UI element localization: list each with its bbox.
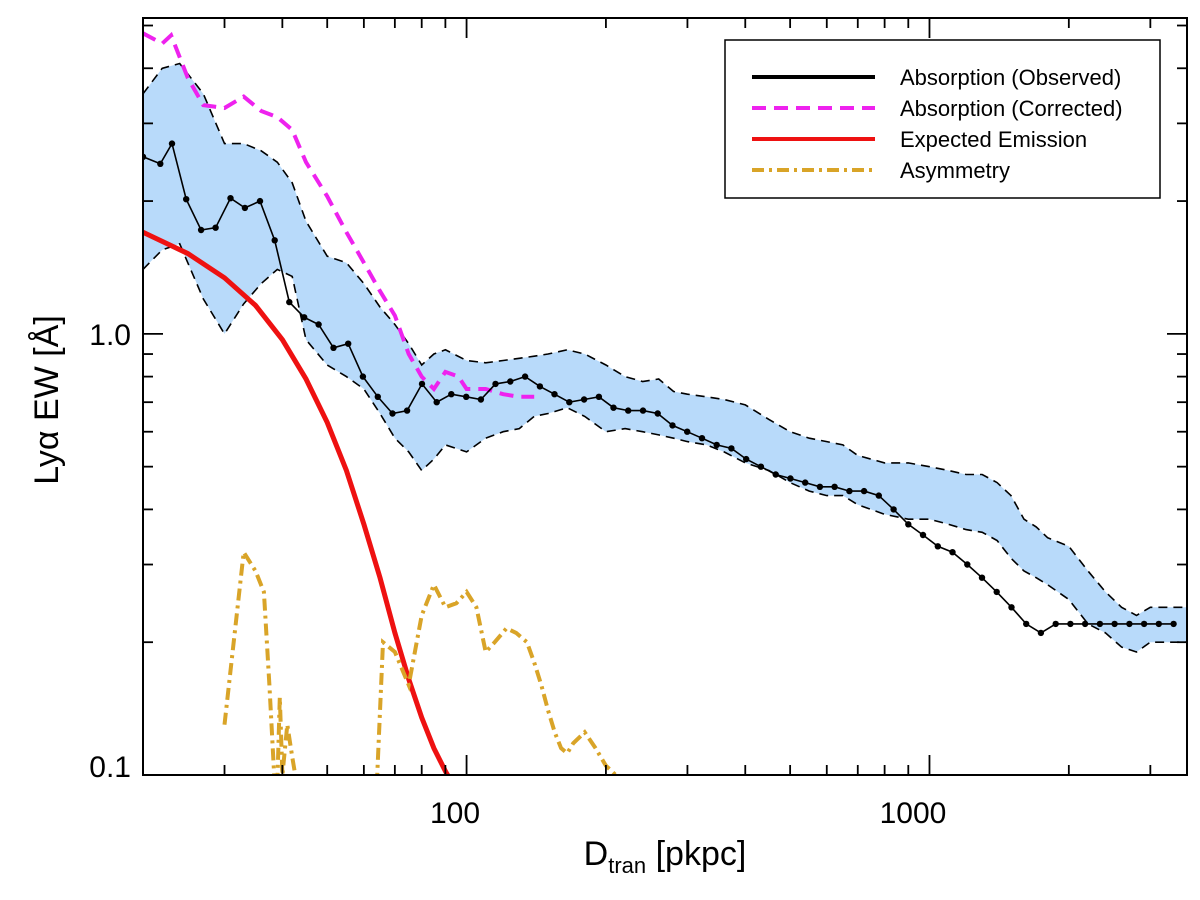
data-point-observed (934, 543, 941, 550)
data-point-observed (227, 195, 234, 202)
data-point-observed (212, 224, 219, 231)
series-line-corrected (143, 31, 535, 399)
data-point-observed (345, 340, 352, 347)
data-point-observed (197, 226, 205, 234)
data-point-observed (1111, 620, 1118, 628)
series-lines-asymmetry (222, 546, 621, 775)
x-axis-label-rest: [pkpc] (646, 835, 746, 873)
data-point-observed (1037, 629, 1045, 637)
confidence-band (143, 63, 1187, 652)
x-axis-label-main: D (584, 835, 609, 873)
data-point-observed (301, 314, 308, 321)
plot-area (143, 31, 1187, 775)
data-point-observed (1170, 620, 1177, 628)
data-point-observed (802, 479, 809, 486)
legend-label-asymmetry: Asymmetry (900, 158, 1010, 183)
axis-ticks (142, 18, 1187, 776)
asymmetry-segment-2 (275, 697, 298, 775)
y-axis-label: Lyα EW [Å] (28, 315, 66, 485)
data-point-observed (168, 140, 176, 147)
data-point-observed (713, 441, 720, 449)
x-tick-label-100: 100 (430, 797, 480, 830)
data-point-observed (389, 410, 396, 417)
data-point-observed (330, 344, 337, 351)
y-tick-label-0.1: 0.1 (89, 751, 131, 784)
data-point-observed (492, 380, 499, 388)
x-axis-label: Dtran [pkpc] (584, 835, 747, 878)
data-point-observed (625, 407, 632, 414)
data-point-observed (595, 393, 603, 400)
y-tick-label-1.0: 1.0 (89, 319, 131, 352)
data-point-observed (654, 410, 661, 417)
data-point-observed (1155, 620, 1163, 628)
legend-label-observed: Absorption (Observed) (900, 65, 1121, 90)
data-point-observed (728, 445, 735, 452)
series-points-observed (143, 140, 1177, 637)
band-lower-edge (143, 242, 1187, 653)
data-point-observed (463, 393, 470, 400)
data-point-observed (816, 483, 824, 490)
data-point-observed (157, 160, 164, 167)
data-point-observed (241, 204, 249, 212)
data-point-observed (610, 404, 617, 411)
x-tick-label-1000: 1000 (880, 797, 947, 830)
data-point-observed (433, 399, 440, 406)
data-point-observed (905, 521, 912, 528)
data-point-observed (448, 391, 455, 398)
data-point-observed (698, 435, 706, 442)
data-point-observed (964, 561, 971, 568)
data-point-observed (580, 396, 588, 403)
data-point-observed (286, 298, 293, 306)
data-point-observed (315, 321, 322, 328)
data-point-observed (890, 506, 897, 513)
data-point-observed (772, 471, 779, 478)
data-point-observed (507, 378, 514, 385)
data-point-observed (757, 463, 765, 470)
data-point-observed (359, 373, 367, 380)
legend-label-corrected: Absorption (Corrected) (900, 96, 1123, 121)
data-point-observed (846, 487, 853, 495)
series-line-emission (143, 229, 451, 775)
band-upper-edge (143, 62, 1187, 617)
data-point-observed (1022, 620, 1030, 628)
asymmetry-segment-3 (375, 579, 621, 775)
data-point-observed (183, 196, 190, 203)
data-point-observed (1008, 604, 1015, 611)
legend-box (724, 39, 1161, 199)
data-point-observed (1081, 620, 1089, 628)
data-point-observed (978, 574, 986, 581)
data-point-observed (875, 492, 882, 499)
data-point-observed (949, 549, 956, 556)
data-point-observed (521, 373, 529, 380)
data-point-observed (374, 393, 381, 400)
data-point-observed (639, 407, 647, 414)
data-point-observed (993, 588, 1000, 596)
plot-frame (142, 17, 1188, 776)
data-point-observed (477, 396, 485, 403)
data-point-observed (684, 428, 691, 435)
data-point-observed (919, 531, 927, 539)
data-point-observed (669, 422, 676, 429)
data-point-observed (418, 380, 426, 388)
data-point-observed (860, 487, 868, 495)
data-point-observed (1126, 620, 1133, 628)
legend: Absorption (Observed) Absorption (Correc… (724, 39, 1161, 199)
data-point-observed (1067, 620, 1074, 628)
legend-label-emission: Expected Emission (900, 127, 1087, 152)
data-point-observed (743, 455, 750, 463)
data-point-observed (403, 407, 411, 414)
x-axis-label-sub: tran (608, 853, 646, 878)
data-point-observed (536, 383, 544, 390)
data-point-observed (566, 399, 573, 406)
data-point-observed (787, 475, 794, 482)
data-point-observed (1052, 620, 1059, 628)
data-point-observed (831, 483, 838, 490)
data-point-observed (1096, 620, 1104, 628)
data-point-observed (271, 237, 278, 244)
data-point-observed (551, 391, 558, 398)
data-point-observed (1140, 620, 1148, 628)
asymmetry-segment-1 (222, 546, 277, 775)
data-point-observed (256, 197, 264, 205)
